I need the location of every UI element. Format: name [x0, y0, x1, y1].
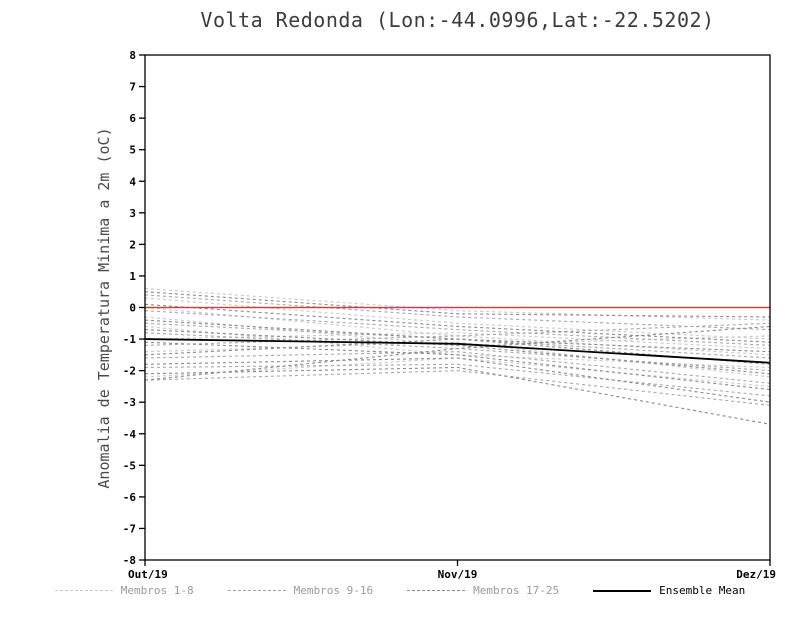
- svg-text:-6: -6: [123, 491, 137, 504]
- legend-item-membros-1-8: Membros 1-8: [54, 584, 194, 597]
- membros-9-16-line-sample: [227, 590, 286, 591]
- svg-text:-1: -1: [123, 333, 137, 346]
- legend-item-ensemble-mean: Ensemble Mean: [593, 584, 745, 597]
- svg-text:-3: -3: [123, 396, 136, 409]
- svg-text:-2: -2: [123, 365, 136, 378]
- svg-text:-5: -5: [123, 459, 136, 472]
- svg-text:2: 2: [129, 238, 136, 251]
- svg-text:-4: -4: [123, 428, 137, 441]
- svg-text:3: 3: [129, 207, 136, 220]
- membros-17-25-line-sample: [407, 590, 466, 591]
- svg-text:0: 0: [129, 302, 136, 315]
- legend: Membros 1-8 Membros 9-16 Membros 17-25 E…: [0, 584, 800, 597]
- svg-text:-7: -7: [123, 522, 136, 535]
- legend-label: Membros 17-25: [473, 584, 560, 597]
- legend-item-membros-17-25: Membros 17-25: [407, 584, 559, 597]
- svg-text:-8: -8: [123, 554, 136, 567]
- svg-text:Out/19: Out/19: [128, 568, 168, 581]
- svg-text:5: 5: [129, 144, 136, 157]
- ensemble-mean-line-sample: [593, 589, 652, 592]
- membros-1-8-line-sample: [54, 590, 113, 591]
- svg-text:8: 8: [129, 49, 136, 62]
- legend-label: Membros 9-16: [293, 584, 374, 597]
- legend-item-membros-9-16: Membros 9-16: [227, 584, 374, 597]
- svg-text:Nov/19: Nov/19: [438, 568, 478, 581]
- svg-text:Dez/19: Dez/19: [736, 568, 776, 581]
- svg-text:4: 4: [129, 175, 136, 188]
- chart-title: Volta Redonda (Lon:-44.0996,Lat:-22.5202…: [200, 8, 715, 32]
- svg-text:1: 1: [129, 270, 136, 283]
- legend-label: Ensemble Mean: [659, 584, 746, 597]
- svg-text:6: 6: [129, 112, 136, 125]
- svg-text:7: 7: [129, 81, 136, 94]
- legend-label: Membros 1-8: [120, 584, 194, 597]
